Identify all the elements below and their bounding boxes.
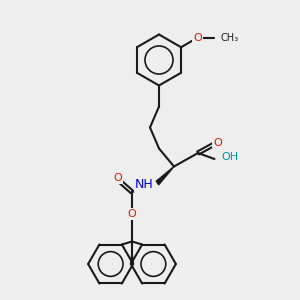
Text: O: O <box>213 137 222 148</box>
Text: O: O <box>193 33 202 43</box>
Text: OH: OH <box>221 152 238 163</box>
Text: NH: NH <box>135 178 154 191</box>
Text: O: O <box>128 209 136 219</box>
Text: CH₃: CH₃ <box>220 33 238 43</box>
Text: O: O <box>113 173 122 184</box>
Polygon shape <box>156 167 174 185</box>
